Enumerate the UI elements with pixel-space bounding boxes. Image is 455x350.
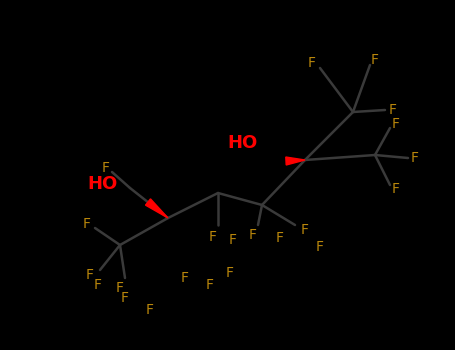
Text: F: F — [389, 103, 397, 117]
Text: HO: HO — [88, 175, 118, 193]
Text: F: F — [276, 231, 284, 245]
Text: F: F — [308, 56, 316, 70]
Text: HO: HO — [228, 134, 258, 152]
Polygon shape — [286, 157, 305, 165]
Text: F: F — [229, 233, 237, 247]
Text: F: F — [116, 281, 124, 295]
Text: F: F — [316, 240, 324, 254]
Text: F: F — [301, 223, 309, 237]
Text: F: F — [226, 266, 234, 280]
Text: F: F — [411, 151, 419, 165]
Text: F: F — [371, 53, 379, 67]
Text: F: F — [392, 182, 400, 196]
Text: F: F — [392, 117, 400, 131]
Text: F: F — [249, 228, 257, 242]
Text: F: F — [121, 291, 129, 305]
Polygon shape — [146, 199, 168, 218]
Text: F: F — [206, 278, 214, 292]
Text: F: F — [94, 278, 102, 292]
Text: F: F — [86, 268, 94, 282]
Text: F: F — [209, 230, 217, 244]
Text: F: F — [83, 217, 91, 231]
Text: F: F — [102, 161, 110, 175]
Text: F: F — [146, 303, 154, 317]
Text: F: F — [181, 271, 189, 285]
